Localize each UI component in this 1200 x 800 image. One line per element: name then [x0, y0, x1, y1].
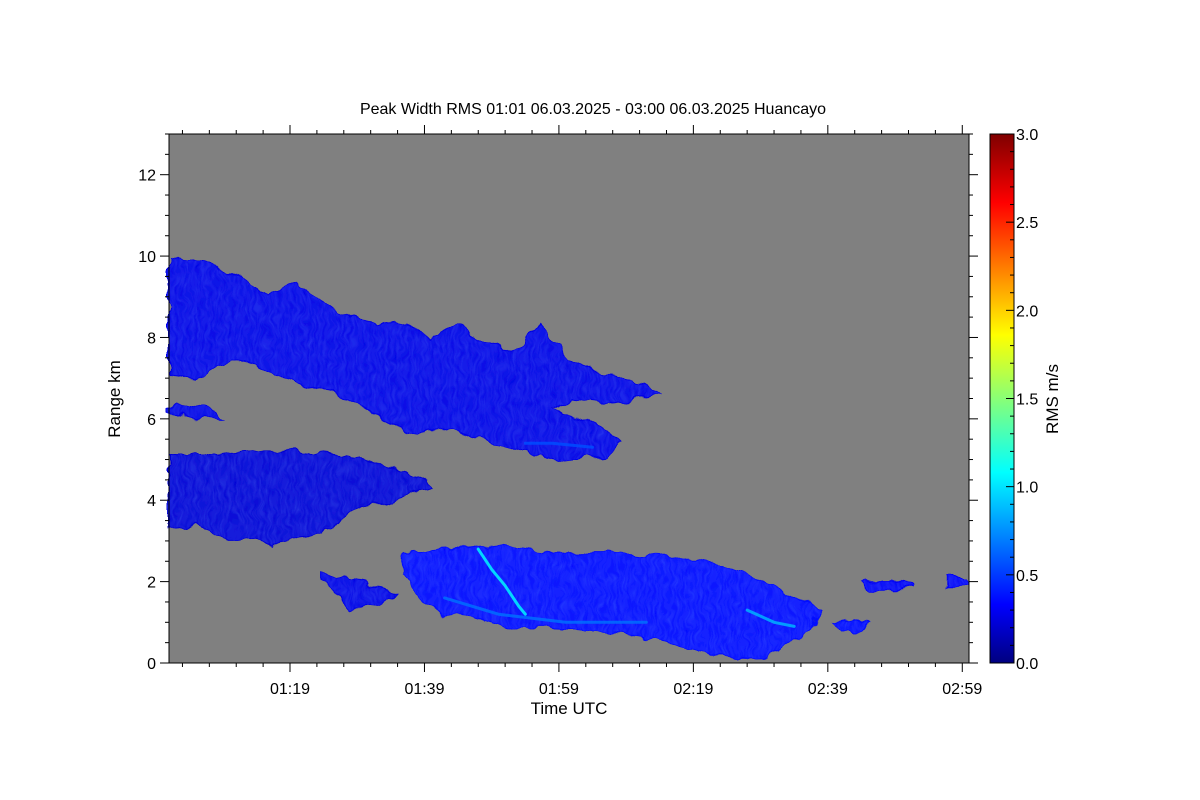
echo-streak-1 [476, 547, 527, 616]
echo-texture-lower-cloud-layer [404, 545, 822, 655]
y-tick-label: 8 [147, 330, 156, 347]
x-tick-label: 02:39 [808, 681, 848, 698]
y-tick-label: 6 [147, 412, 156, 429]
echo-texture-fragment-02-45 [861, 581, 916, 590]
echo-regions [168, 254, 970, 656]
x-axis: 01:19 01:39 01:59 02:19 02:39 02:59 [181, 125, 982, 698]
colorbar-tick-label: 2.0 [1016, 303, 1038, 320]
echo-streak-3 [443, 596, 648, 624]
y-axis: 0 2 4 6 8 10 12 [138, 133, 978, 673]
colorbar-tick-label: 1.5 [1016, 392, 1038, 409]
x-tick-label: 02:59 [942, 681, 982, 698]
y-tick-label: 10 [138, 249, 156, 266]
colorbar-tick-label: 2.5 [1016, 215, 1038, 232]
echo-texture-fragment-02-59 [948, 577, 969, 586]
y-tick-label: 2 [147, 575, 156, 592]
chart-title: Peak Width RMS 01:01 06.03.2025 - 03:00 … [360, 101, 826, 118]
y-axis-label: Range km [105, 360, 124, 437]
colorbar-tick-label: 0.5 [1016, 568, 1038, 585]
colorbar-tick-label: 1.0 [1016, 480, 1038, 497]
colorbar-axis: 0.0 0.5 1.0 1.5 2.0 2.5 3.0 [1006, 127, 1038, 673]
x-tick-label: 02:19 [673, 681, 713, 698]
colorbar-label: RMS m/s [1043, 364, 1062, 434]
x-tick-label: 01:39 [404, 681, 444, 698]
colorbar-tick-label: 0.0 [1016, 656, 1038, 673]
echo-streak-2 [745, 608, 796, 628]
y-tick-label: 12 [138, 168, 156, 185]
x-tick-label: 01:59 [539, 681, 579, 698]
echo-texture-thin-layer-6-3-km [169, 406, 223, 419]
echo-streaks [443, 441, 796, 628]
echo-texture-fragment-02-41 [834, 618, 869, 631]
echo-texture-upper-cloud-layer [169, 256, 660, 460]
colorbar-tick-label: 3.0 [1016, 127, 1038, 144]
x-axis-label: Time UTC [531, 699, 608, 718]
echo-texture-lower-fragments-left [323, 573, 398, 611]
x-tick-label: 01:19 [270, 681, 310, 698]
echo-streak-4 [523, 441, 594, 449]
y-tick-label: 0 [147, 656, 156, 673]
y-tick-label: 4 [147, 493, 156, 510]
echo-texture-middle-cloud-layer [169, 451, 432, 545]
